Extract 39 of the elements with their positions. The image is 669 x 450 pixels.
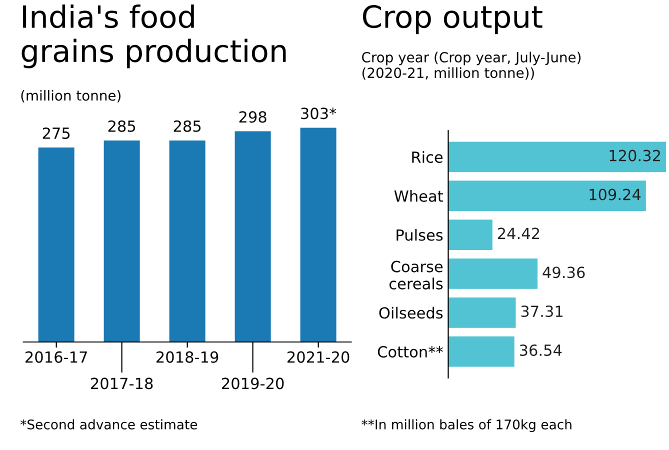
bar bbox=[448, 180, 646, 212]
bar bbox=[169, 140, 206, 342]
data-label: 49.36 bbox=[542, 266, 585, 278]
y-tick-label: Wheat bbox=[394, 190, 444, 202]
text: **In million bales of 170kg each bbox=[362, 419, 572, 432]
bar bbox=[448, 220, 492, 250]
data-label: 303* bbox=[301, 108, 336, 120]
data-label: 36.54 bbox=[520, 344, 562, 356]
y-tick-label: Coarse cereals bbox=[390, 260, 443, 290]
bar bbox=[38, 148, 74, 342]
bar bbox=[448, 336, 514, 367]
y-tick-label: Rice bbox=[412, 151, 443, 163]
chart-title: Crop output bbox=[362, 5, 542, 34]
y-tick-label: Pulses bbox=[396, 228, 443, 241]
x-tick-label: 2017-18 bbox=[91, 378, 153, 390]
bar bbox=[234, 131, 271, 342]
data-label: 24.42 bbox=[498, 228, 540, 239]
bar bbox=[448, 297, 516, 328]
x-tick-label: 2021-20 bbox=[288, 351, 350, 363]
data-label: 37.31 bbox=[521, 306, 562, 318]
x-tick-label: 2016-17 bbox=[26, 351, 87, 363]
text: *Second advance estimate bbox=[20, 419, 198, 430]
data-label: 298 bbox=[239, 111, 266, 123]
bar bbox=[448, 142, 666, 172]
chart-title: India's food grains production bbox=[22, 4, 286, 68]
chart-subtitle: (million tonne) bbox=[21, 90, 120, 102]
data-label: 285 bbox=[174, 120, 201, 132]
data-label: 275 bbox=[42, 127, 70, 139]
bar bbox=[300, 128, 336, 342]
x-tick-label: 2019-20 bbox=[222, 378, 284, 390]
data-label: 109.24 bbox=[590, 188, 641, 200]
chart-subtitle: Crop year (Crop year, July-June) (2020-21, million tonne)) bbox=[362, 52, 581, 80]
y-tick-label: Cotton** bbox=[378, 346, 443, 358]
data-label: 285 bbox=[108, 120, 136, 132]
data-label: 120.32 bbox=[610, 150, 660, 162]
y-tick-label: Oilseeds bbox=[379, 306, 443, 319]
bar bbox=[448, 258, 538, 289]
x-tick-label: 2018-19 bbox=[156, 351, 218, 363]
bar bbox=[104, 140, 140, 342]
